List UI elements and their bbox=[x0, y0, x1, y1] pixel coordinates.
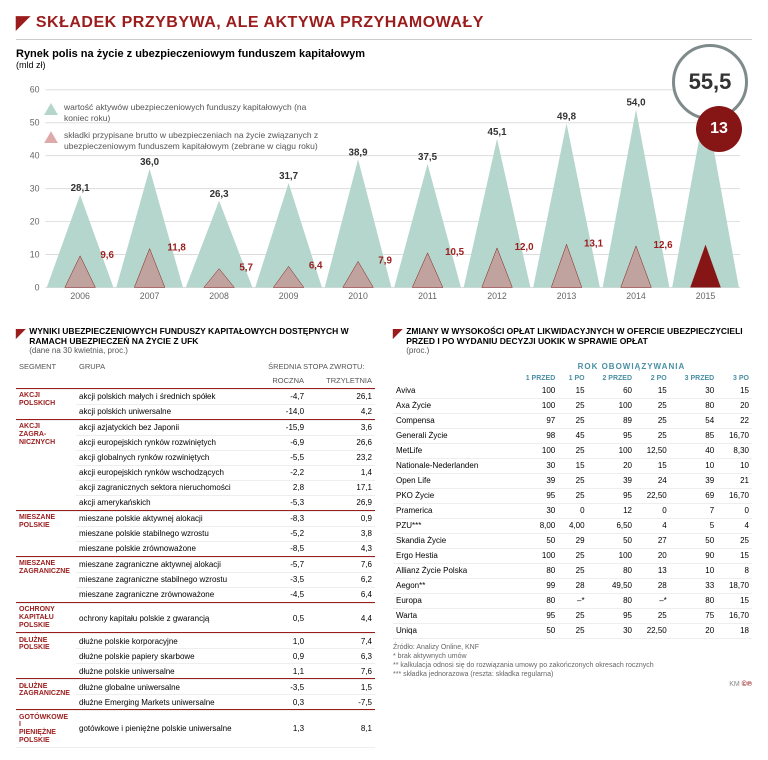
right-section: ◤ ZMIANY W WYSOKOŚCI OPŁAT LIKWIDACYJNYC… bbox=[393, 326, 752, 748]
svg-text:20: 20 bbox=[30, 217, 40, 227]
svg-text:2013: 2013 bbox=[557, 291, 577, 301]
svg-text:28,1: 28,1 bbox=[71, 183, 91, 194]
right-title: ZMIANY W WYSOKOŚCI OPŁAT LIKWIDACYJNYCH … bbox=[406, 326, 752, 346]
left-section: ◤ WYNIKI UBEZPIECZENIOWYCH FUNDUSZY KAPI… bbox=[16, 326, 375, 748]
svg-text:37,5: 37,5 bbox=[418, 152, 438, 163]
svg-text:50: 50 bbox=[30, 118, 40, 128]
svg-text:0: 0 bbox=[35, 282, 40, 292]
svg-text:2011: 2011 bbox=[418, 291, 437, 301]
svg-text:12,6: 12,6 bbox=[654, 240, 674, 251]
svg-text:26,3: 26,3 bbox=[210, 189, 230, 200]
group-head: ROK OBOWIĄZYWANIA bbox=[511, 360, 752, 373]
svg-text:10: 10 bbox=[30, 249, 40, 259]
svg-text:2009: 2009 bbox=[279, 291, 299, 301]
table-row: GOTÓWKOWEIPIENIĘŻNEPOLSKIEgotówkowe i pi… bbox=[16, 711, 375, 748]
left-title-row: ◤ WYNIKI UBEZPIECZENIOWYCH FUNDUSZY KAPI… bbox=[16, 326, 375, 356]
footnotes: Źródło: Analizy Online, KNF* brak aktywn… bbox=[393, 643, 752, 679]
svg-text:31,7: 31,7 bbox=[279, 171, 298, 182]
table-row: Allianz Życie Polska80258013108 bbox=[393, 563, 752, 578]
table-row: DŁUŻNEPOLSKIEdłużne polskie korporacyjne… bbox=[16, 634, 375, 649]
legend-b-icon bbox=[44, 131, 58, 143]
svg-text:10,5: 10,5 bbox=[445, 247, 465, 258]
callout-small: 13 bbox=[696, 106, 742, 152]
svg-text:45,1: 45,1 bbox=[488, 127, 508, 138]
svg-text:2010: 2010 bbox=[348, 291, 368, 301]
svg-text:9,6: 9,6 bbox=[100, 250, 114, 261]
svg-text:2007: 2007 bbox=[140, 291, 160, 301]
svg-text:36,0: 36,0 bbox=[140, 157, 160, 168]
copyright-mark: ©℗ bbox=[742, 681, 752, 688]
left-sub: (dane na 30 kwietnia, proc.) bbox=[29, 346, 375, 356]
title-bar: ◤ SKŁADEK PRZYBYWA, ALE AKTYWA PRZYHAMOW… bbox=[16, 12, 752, 40]
svg-text:2006: 2006 bbox=[70, 291, 90, 301]
svg-text:2008: 2008 bbox=[209, 291, 229, 301]
right-title-row: ◤ ZMIANY W WYSOKOŚCI OPŁAT LIKWIDACYJNYC… bbox=[393, 326, 752, 356]
svg-text:60: 60 bbox=[30, 85, 40, 95]
credit: KM ©℗ bbox=[393, 681, 752, 688]
table-row: AKCJIPOLSKICHakcji polskich małych i śre… bbox=[16, 389, 375, 404]
table-row: Nationale-Nederlanden301520151010 bbox=[393, 458, 752, 473]
svg-text:2014: 2014 bbox=[626, 291, 646, 301]
arrow-icon: ◤ bbox=[16, 326, 25, 340]
svg-text:40: 40 bbox=[30, 151, 40, 161]
callouts: 55,5 13 bbox=[672, 44, 748, 152]
svg-text:13,1: 13,1 bbox=[584, 238, 604, 249]
svg-text:49,8: 49,8 bbox=[557, 111, 577, 122]
table-row: Ergo Hestia10025100209015 bbox=[393, 548, 752, 563]
legend-a-text: wartość aktywów ubezpieczeniowych fundus… bbox=[64, 102, 324, 124]
table-row: Open Life392539243921 bbox=[393, 473, 752, 488]
table-row: DŁUŻNEZAGRANICZNEdłużne globalne uniwers… bbox=[16, 680, 375, 695]
title-arrow-icon: ◤ bbox=[16, 12, 30, 33]
svg-text:54,0: 54,0 bbox=[627, 98, 647, 109]
right-sub: (proc.) bbox=[406, 346, 752, 356]
table-row: PKO Życie95259522,506916,70 bbox=[393, 488, 752, 503]
table-row: Aegon**992849,50283318,70 bbox=[393, 578, 752, 593]
table-row: Generali Życie984595258516,70 bbox=[393, 428, 752, 443]
table-row: MIESZANEZAGRANICZNEmieszane zagraniczne … bbox=[16, 557, 375, 572]
svg-text:7,9: 7,9 bbox=[378, 255, 392, 266]
subtitle-block: Rynek polis na życie z ubezpieczeniowym … bbox=[16, 48, 752, 70]
svg-text:38,9: 38,9 bbox=[349, 147, 369, 158]
subtitle: Rynek polis na życie z ubezpieczeniowym … bbox=[16, 48, 752, 60]
table-row: Uniqa50253022,502018 bbox=[393, 623, 752, 638]
svg-text:5,7: 5,7 bbox=[239, 263, 253, 274]
svg-text:2015: 2015 bbox=[696, 291, 716, 301]
table-row: Warta952595257516,70 bbox=[393, 608, 752, 623]
table-row: Compensa972589255422 bbox=[393, 413, 752, 428]
table-row: Aviva1001560153015 bbox=[393, 384, 752, 399]
svg-text:12,0: 12,0 bbox=[515, 242, 535, 253]
col-segment: SEGMENT bbox=[16, 360, 76, 374]
table-row: MetLife1002510012,50408,30 bbox=[393, 443, 752, 458]
table-row: OCHRONYKAPITAŁUPOLSKIEochrony kapitału p… bbox=[16, 603, 375, 632]
table-row: AKCJIZAGRA-NICZNYCHakcji azjatyckich bez… bbox=[16, 420, 375, 435]
table-row: Skandia Życie502950275025 bbox=[393, 533, 752, 548]
svg-text:2012: 2012 bbox=[487, 291, 507, 301]
unit: (mld zł) bbox=[16, 60, 752, 70]
table-row: Europa80–*80–*8015 bbox=[393, 593, 752, 608]
arrow-icon: ◤ bbox=[393, 326, 402, 340]
table-row: MIESZANEPOLSKIEmieszane polskie aktywnej… bbox=[16, 511, 375, 526]
table-row: Axa Życie10025100258020 bbox=[393, 398, 752, 413]
left-table: SEGMENT GRUPA ŚREDNIA STOPA ZWROTU: ROCZ… bbox=[16, 360, 375, 748]
table-row: PZU***8,004,006,50454 bbox=[393, 518, 752, 533]
col-grupa: GRUPA bbox=[76, 360, 258, 374]
author: KM bbox=[729, 681, 740, 688]
table-row: Pramerica30012070 bbox=[393, 503, 752, 518]
right-table: ROK OBOWIĄZYWANIA 1 PRZED1 PO2 PRZED2 PO… bbox=[393, 360, 752, 639]
col-avg: ŚREDNIA STOPA ZWROTU: bbox=[258, 360, 375, 374]
chart-area: 55,5 13 wartość aktywów ubezpieczeniowyc… bbox=[16, 74, 752, 314]
col-roczna: ROCZNA bbox=[258, 374, 307, 389]
legend-b-text: składki przypisane brutto w ubezpieczeni… bbox=[64, 130, 324, 152]
left-title: WYNIKI UBEZPIECZENIOWYCH FUNDUSZY KAPITA… bbox=[29, 326, 375, 346]
page-title: SKŁADEK PRZYBYWA, ALE AKTYWA PRZYHAMOWAŁ… bbox=[36, 14, 484, 32]
col-trzy: TRZYLETNIA bbox=[307, 374, 375, 389]
svg-text:11,8: 11,8 bbox=[167, 243, 186, 254]
svg-text:6,4: 6,4 bbox=[309, 260, 323, 271]
legend: wartość aktywów ubezpieczeniowych fundus… bbox=[44, 102, 324, 158]
svg-text:30: 30 bbox=[30, 184, 40, 194]
legend-a-icon bbox=[44, 103, 58, 115]
